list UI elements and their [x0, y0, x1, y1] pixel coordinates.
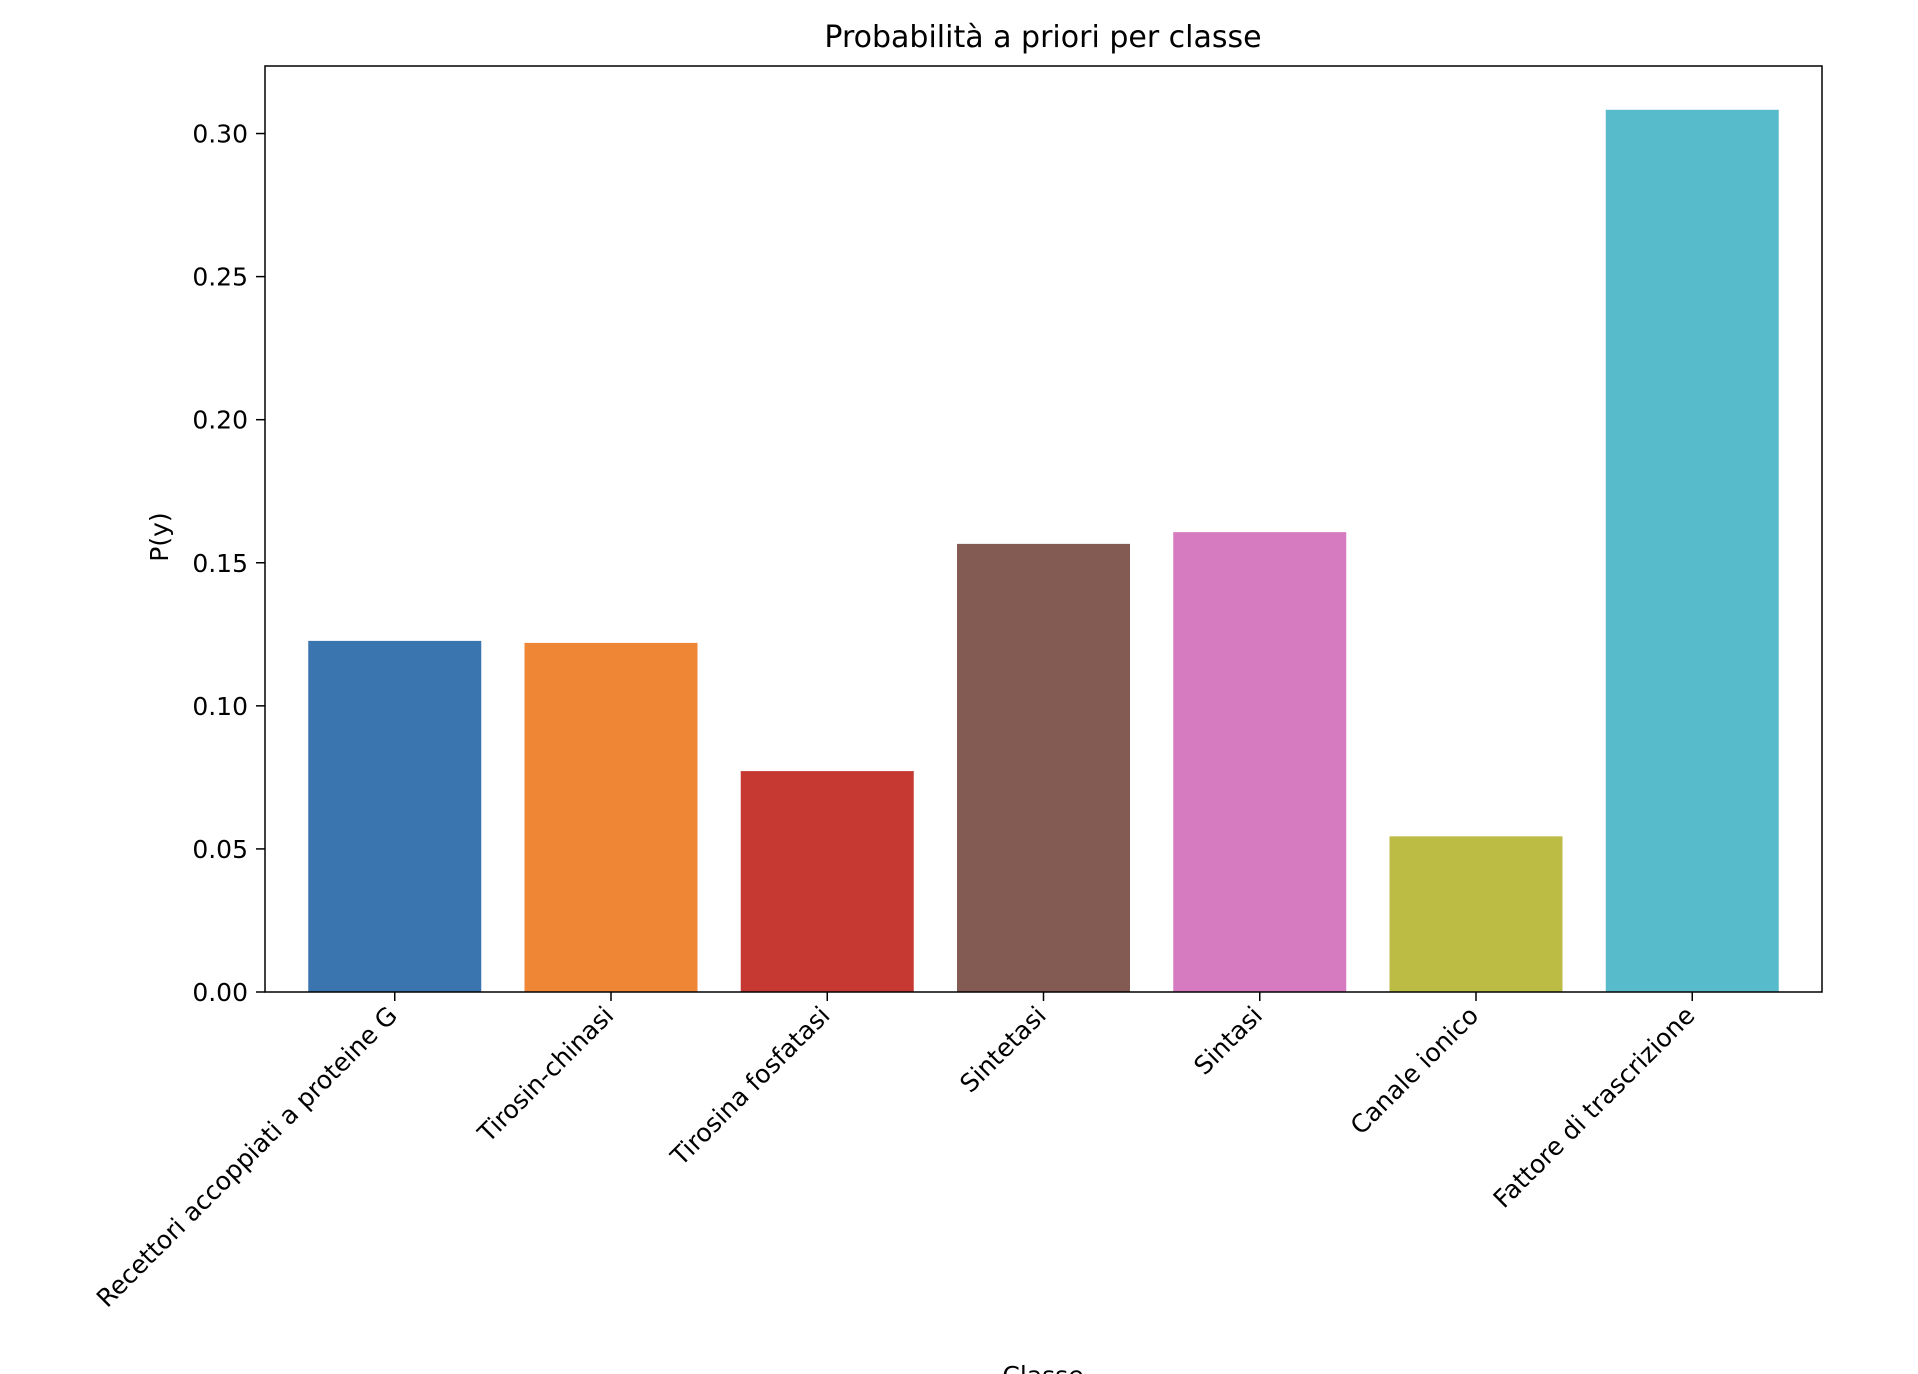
y-axis-label: P(y): [145, 512, 174, 561]
bars-group: [308, 109, 1779, 992]
x-tick-label: Fattore di trascrizione: [1488, 1001, 1701, 1214]
y-tick-label: 0.05: [192, 835, 248, 864]
bar-7: [1605, 109, 1779, 992]
bar-3: [740, 771, 914, 992]
y-tick-label: 0.30: [192, 120, 248, 149]
x-axis: Recettori accoppiati a proteine G Tirosin…: [91, 992, 1701, 1313]
y-tick-label: 0.10: [192, 692, 248, 721]
chart-title: Probabilità a priori per classe: [824, 20, 1261, 55]
y-tick-label: 0.00: [192, 978, 248, 1007]
bar-5: [1173, 532, 1347, 992]
y-axis: 0.00 0.05 0.10 0.15 0.20 0.25 0.30: [192, 120, 265, 1007]
x-axis-label: Classe: [1002, 1361, 1083, 1374]
x-tick-label: Canale ionico: [1345, 1001, 1485, 1141]
x-tick-label: Tirosina fosfatasi: [664, 1001, 835, 1172]
x-tick-label: Sintetasi: [954, 1001, 1052, 1099]
bar-2: [524, 642, 698, 992]
x-tick-label: Sintasi: [1188, 1001, 1268, 1081]
y-tick-label: 0.15: [192, 549, 248, 578]
y-tick-label: 0.25: [192, 263, 248, 292]
bar-4: [957, 543, 1130, 992]
x-tick-label: Tirosin-chinasi: [471, 1001, 619, 1149]
bar-6: [1389, 836, 1563, 992]
y-tick-label: 0.20: [192, 406, 248, 435]
bar-1: [308, 640, 482, 992]
x-tick-label: Recettori accoppiati a proteine G: [91, 1001, 403, 1313]
plot-frame: [264, 65, 1823, 993]
